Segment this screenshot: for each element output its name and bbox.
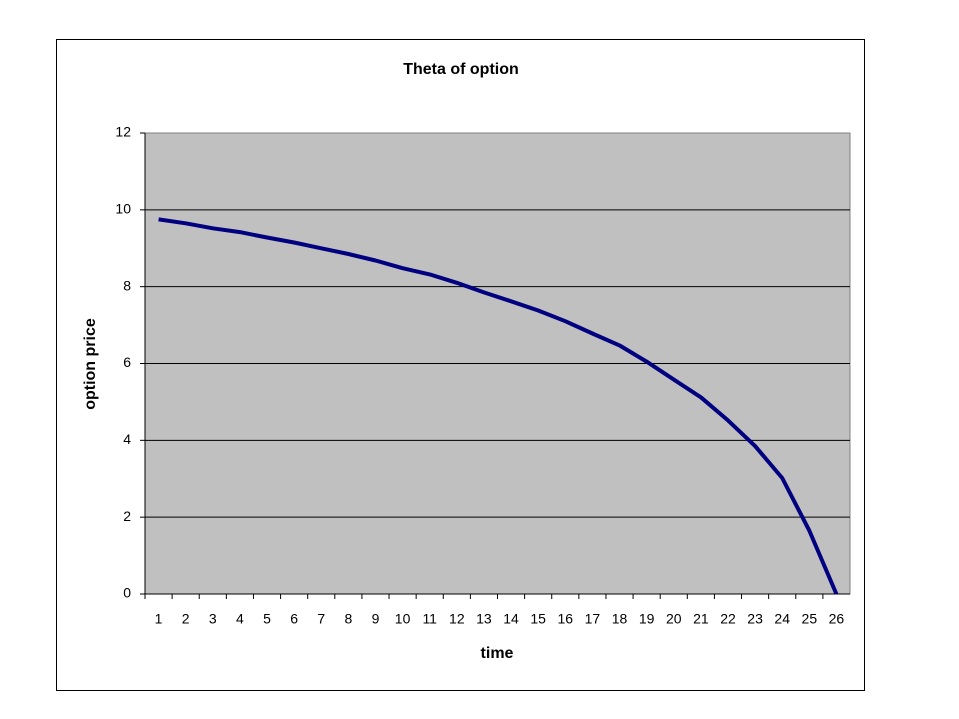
y-tick-label: 4 bbox=[123, 431, 131, 447]
x-tick-label: 23 bbox=[747, 611, 763, 627]
x-tick-label: 4 bbox=[236, 611, 244, 627]
x-tick-label: 6 bbox=[290, 611, 298, 627]
x-tick-label: 21 bbox=[693, 611, 709, 627]
y-tick-label: 2 bbox=[123, 508, 131, 524]
x-tick-label: 8 bbox=[344, 611, 352, 627]
x-tick-label: 22 bbox=[720, 611, 736, 627]
x-tick-label: 11 bbox=[422, 611, 437, 627]
x-tick-label: 7 bbox=[317, 611, 325, 627]
y-axis-label: option price bbox=[82, 318, 99, 410]
y-tick-label: 0 bbox=[123, 585, 131, 601]
x-tick-label: 26 bbox=[829, 611, 845, 627]
x-tick-label: 1 bbox=[155, 611, 163, 627]
x-tick-label: 9 bbox=[372, 611, 380, 627]
x-tick-label: 15 bbox=[530, 611, 546, 627]
x-tick-label: 10 bbox=[395, 611, 411, 627]
y-tick-label: 6 bbox=[123, 354, 131, 370]
y-tick-label: 10 bbox=[115, 201, 131, 217]
x-tick-label: 14 bbox=[503, 611, 519, 627]
x-tick-label: 19 bbox=[639, 611, 655, 627]
x-tick-label: 16 bbox=[557, 611, 573, 627]
x-tick-label: 20 bbox=[666, 611, 682, 627]
y-tick-label: 8 bbox=[123, 277, 131, 293]
x-tick-label: 13 bbox=[476, 611, 492, 627]
data-line bbox=[158, 217, 839, 595]
y-tick-label: 12 bbox=[115, 124, 131, 140]
x-tick-label: 24 bbox=[774, 611, 790, 627]
x-axis-label: time bbox=[481, 645, 514, 662]
x-tick-label: 3 bbox=[209, 611, 217, 627]
x-tick-label: 17 bbox=[585, 611, 601, 627]
x-tick-label: 12 bbox=[449, 611, 465, 627]
chart-title: Theta of option bbox=[403, 61, 519, 78]
x-tick-label: 25 bbox=[802, 611, 818, 627]
x-tick-label: 18 bbox=[612, 611, 628, 627]
x-tick-label: 2 bbox=[182, 611, 190, 627]
x-tick-label: 5 bbox=[263, 611, 271, 627]
